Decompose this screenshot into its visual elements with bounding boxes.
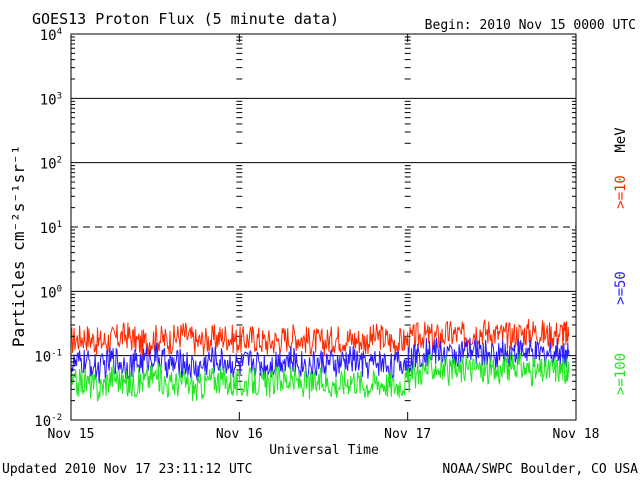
legend: MeV >=10 >=50 >=100 (613, 127, 629, 395)
begin-label: Begin: 2010 Nov 15 0000 UTC (425, 18, 636, 33)
x-tick-label: Nov 15 (48, 427, 95, 442)
x-tick-label: Nov 18 (553, 427, 600, 442)
series-layer (70, 318, 570, 402)
credit-label: NOAA/SWPC Boulder, CO USA (442, 462, 638, 477)
plot-frame (70, 33, 577, 421)
legend-entry-ge50: >=50 (613, 271, 629, 305)
y-tick-label: 10-1 (34, 349, 62, 366)
x-axis: Nov 15 Nov 16 Nov 17 Nov 18 (48, 34, 600, 442)
chart-title: GOES13 Proton Flux (5 minute data) (32, 10, 339, 28)
legend-entry-ge10: >=10 (613, 175, 629, 209)
y-tick-label: 10-2 (34, 413, 62, 430)
y-axis: 10-2 10-1 100 101 102 103 104 (34, 27, 576, 430)
updated-label: Updated 2010 Nov 17 23:11:12 UTC (2, 462, 252, 477)
legend-entry-ge100: >=100 (613, 353, 629, 395)
y-tick-label: 102 (40, 156, 62, 173)
series-line-ge50 (70, 337, 570, 384)
series-line-ge100 (70, 352, 570, 402)
y-tick-label: 101 (40, 220, 62, 237)
y-tick-label: 103 (40, 91, 62, 108)
x-axis-label: Universal Time (269, 443, 379, 458)
y-tick-label: 100 (40, 284, 62, 301)
y-tick-label: 104 (40, 27, 62, 44)
x-tick-label: Nov 16 (216, 427, 263, 442)
x-tick-label: Nov 17 (384, 427, 431, 442)
y-axis-label: Particles cm⁻²s⁻¹sr⁻¹ (9, 145, 28, 347)
legend-unit: MeV (613, 127, 629, 153)
